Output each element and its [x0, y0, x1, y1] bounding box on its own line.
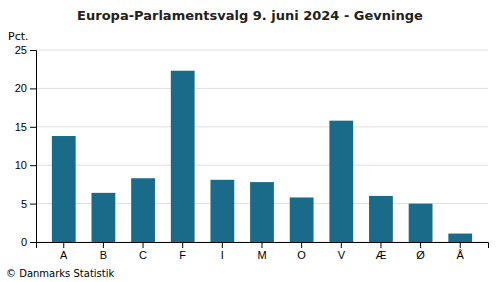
- grid-line: [36, 88, 488, 89]
- chart-svg: Europa-Parlamentsvalg 9. juni 2024 - Gev…: [0, 0, 500, 282]
- grid: [36, 50, 488, 242]
- x-tick: O: [297, 242, 306, 261]
- chart-container: Europa-Parlamentsvalg 9. juni 2024 - Gev…: [0, 0, 500, 282]
- x-tick-mark: [143, 242, 144, 248]
- y-tick-mark: [30, 242, 36, 243]
- bar: [171, 71, 195, 242]
- x-tick-mark: [460, 242, 461, 248]
- x-tick: Ø: [416, 242, 425, 261]
- bars: [52, 71, 472, 242]
- y-tick: 5: [21, 198, 36, 210]
- title: Europa-Parlamentsvalg 9. juni 2024 - Gev…: [77, 8, 423, 23]
- y-tick: 0: [21, 236, 36, 248]
- x-tick: M: [257, 242, 266, 261]
- x-tick: B: [100, 242, 107, 261]
- axis-line: [37, 243, 489, 249]
- footer: © Danmarks Statistik: [6, 268, 115, 279]
- x-tick-label: F: [179, 249, 186, 261]
- x-tick: C: [139, 242, 147, 261]
- axis-line: [30, 51, 37, 243]
- bar: [409, 204, 433, 242]
- y-tick-label: 5: [21, 198, 27, 210]
- x-tick: Å: [457, 242, 465, 261]
- x-tick-mark: [103, 242, 104, 248]
- x-tick-label: B: [100, 249, 107, 261]
- x-tick-mark: [420, 242, 421, 248]
- y-tick-label: 20: [15, 82, 27, 94]
- y-tick-mark: [30, 127, 36, 128]
- y-tick: 10: [15, 159, 36, 171]
- y-tick-label: 25: [15, 44, 27, 56]
- x-tick-mark: [222, 242, 223, 248]
- y-tick: 25: [15, 44, 36, 56]
- x-tick-mark: [262, 242, 263, 248]
- bar: [369, 196, 393, 242]
- bar: [131, 178, 155, 242]
- x-axis: ABCFIMOVÆØÅ: [37, 242, 489, 261]
- x-tick-label: Ø: [416, 249, 425, 261]
- y-tick-label: 10: [15, 159, 27, 171]
- x-tick-label: O: [297, 249, 306, 261]
- bar: [329, 121, 353, 242]
- grid-line: [36, 50, 488, 51]
- y-tick-mark: [30, 50, 36, 51]
- y-tick-mark: [30, 204, 36, 205]
- y-axis: 0 5 10 15 20 25: [15, 44, 37, 248]
- x-tick-label: Å: [457, 249, 465, 261]
- x-tick-label: I: [221, 249, 224, 261]
- x-tick-mark: [301, 242, 302, 248]
- y-tick: 15: [15, 121, 36, 133]
- bar: [52, 136, 76, 242]
- x-tick-mark: [341, 242, 342, 248]
- x-tick-label: A: [60, 249, 68, 261]
- x-tick-label: Æ: [375, 249, 386, 261]
- bar: [448, 234, 472, 242]
- bar: [92, 193, 116, 242]
- x-tick: V: [338, 242, 346, 261]
- grid-line: [36, 126, 488, 127]
- y-label: Pct.: [8, 30, 29, 43]
- x-tick-mark: [182, 242, 183, 248]
- plot: 0 5 10 15 20 25 A B C F I M O V Æ Ø Å: [15, 44, 489, 261]
- grid-line: [36, 165, 488, 166]
- y-tick-label: 15: [15, 121, 27, 133]
- y-tick-mark: [30, 165, 36, 166]
- bar: [290, 197, 314, 242]
- bar: [210, 180, 234, 242]
- y-tick-mark: [30, 88, 36, 89]
- y-tick-label: 0: [21, 236, 27, 248]
- x-tick-label: V: [338, 249, 346, 261]
- bar: [250, 182, 274, 242]
- x-tick: I: [221, 242, 224, 261]
- x-tick-label: M: [257, 249, 266, 261]
- x-tick-mark: [380, 242, 381, 248]
- x-tick: F: [179, 242, 186, 261]
- x-tick: A: [60, 242, 68, 261]
- x-tick-mark: [63, 242, 64, 248]
- x-tick-label: C: [139, 249, 147, 261]
- x-tick: Æ: [375, 242, 386, 261]
- y-tick: 20: [15, 82, 36, 94]
